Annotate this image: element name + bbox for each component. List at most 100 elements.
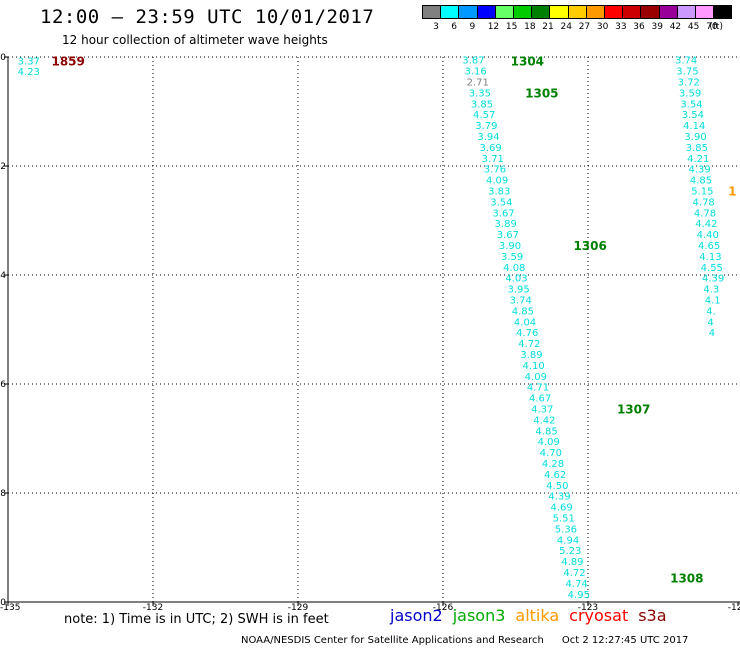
legend-label: 33 — [615, 22, 627, 32]
x-tick-label: -135 — [0, 603, 20, 613]
legend-swatch — [713, 5, 733, 19]
wave-height-value: 3.89 — [495, 219, 517, 230]
map-subtitle: 12 hour collection of altimeter wave hei… — [62, 33, 328, 47]
wave-height-value: 3.87 — [462, 56, 484, 67]
wave-height-value: 4.09 — [486, 176, 508, 187]
units-note: note: 1) Time is in UTC; 2) SWH is in fe… — [64, 612, 329, 627]
wave-height-value: 3.71 — [482, 154, 504, 165]
legend-label: 39 — [651, 22, 663, 32]
wave-height-value: 3.74 — [675, 56, 697, 67]
y-tick-label: 0 — [0, 53, 6, 63]
map-title: 12:00 – 23:59 UTC 10/01/2017 — [40, 6, 375, 28]
wave-height-value: 4.21 — [687, 154, 709, 165]
legend-label: 27 — [578, 22, 591, 32]
legend-label: 24 — [560, 22, 572, 32]
wave-height-value: 4.13 — [699, 252, 721, 263]
wave-height-value: 3.59 — [501, 252, 523, 263]
wave-height-value: 3.72 — [678, 78, 700, 89]
pass-time-label: 1859 — [51, 54, 84, 68]
legend-unit: (ft) — [709, 22, 723, 32]
wave-height-value: 4.39 — [702, 274, 724, 285]
wave-height-value: 4.39 — [688, 165, 710, 176]
legend-label: 12 — [487, 22, 500, 32]
wave-height-value: 4.14 — [683, 121, 705, 132]
wave-height-value: 4.94 — [557, 535, 579, 546]
credit-line: NOAA/NESDIS Center for Satellite Applica… — [241, 635, 688, 646]
legend-label: 70 — [706, 22, 718, 32]
wave-height-value: 4.23 — [18, 67, 40, 78]
wave-height-value: 4.3 — [703, 285, 719, 296]
wave-height-value: 4.50 — [546, 481, 568, 492]
wave-height-value: 3.16 — [464, 67, 486, 78]
wave-height-value: 4.78 — [693, 197, 715, 208]
wave-height-value: 4.65 — [698, 241, 720, 252]
wave-height-value: 4.95 — [568, 590, 590, 601]
pass-time-label: 1 — [728, 185, 736, 199]
wave-height-value: 4.72 — [518, 339, 540, 350]
x-tick-label: -126 — [433, 603, 454, 613]
wave-height-value: 3.54 — [490, 197, 512, 208]
wave-height-value: 3.90 — [499, 241, 521, 252]
wave-height-value: 5.36 — [555, 524, 577, 535]
wave-height-value: 4.69 — [550, 503, 572, 514]
credit-text: NOAA/NESDIS Center for Satellite Applica… — [241, 635, 544, 646]
wave-height-value: 4.89 — [561, 557, 583, 568]
time-labels-layer: 1859 1304 1305 1306 1307 1308 1 — [51, 54, 736, 585]
wave-height-value: 4.67 — [529, 394, 551, 405]
pass-time-label: 1307 — [617, 403, 650, 417]
wave-height-value: 4.71 — [527, 383, 549, 394]
wave-height-value: 4.42 — [695, 219, 717, 230]
wave-height-value: 2.71 — [467, 78, 489, 89]
y-tick-label: -4 — [0, 271, 6, 281]
timestamp: Oct 2 12:27:45 UTC 2017 — [561, 635, 689, 646]
wave-height-value: 4.39 — [548, 492, 570, 503]
wave-height-value: 4.70 — [540, 448, 562, 459]
y-tick-label: -2 — [0, 162, 6, 172]
wave-height-value: 3.59 — [679, 88, 701, 99]
wave-height-value: 4.08 — [503, 263, 525, 274]
satellite-cryosat: cryosat — [569, 606, 629, 625]
wave-height-value: 3.94 — [477, 132, 499, 143]
wave-height-value: 3.76 — [484, 165, 506, 176]
wave-height-value: 4.85 — [535, 426, 557, 437]
wave-height-value: 5.51 — [553, 514, 575, 525]
x-tick-label: -132 — [143, 603, 163, 613]
pass-time-label: 1305 — [525, 86, 558, 100]
wave-height-value: 3.74 — [510, 296, 532, 307]
wave-height-value: 4.55 — [701, 263, 723, 274]
legend-label: 6 — [451, 22, 458, 32]
axes-layer: 0 -2 -4 -6 -8 -10-135 -132 -129 -126 -123 -124 — [0, 53, 740, 613]
legend-label: 30 — [596, 22, 609, 32]
wave-height-value: 4.37 — [531, 405, 553, 416]
wave-height-value: 3.95 — [507, 285, 529, 296]
legend-label: 36 — [633, 22, 645, 32]
wave-height-value: 4.1 — [705, 296, 721, 307]
wave-height-value: 3.67 — [497, 230, 519, 241]
wave-height-value: 4.09 — [525, 372, 547, 383]
wave-height-value: 4.74 — [566, 579, 588, 590]
wave-height-value: 3.69 — [480, 143, 502, 154]
satellite-jason2: jason2 — [390, 606, 443, 625]
wave-height-value: 4. — [706, 306, 716, 317]
wave-height-value: 3.85 — [686, 143, 708, 154]
wave-height-value: 4.85 — [690, 176, 712, 187]
wave-height-value: 4.03 — [505, 274, 527, 285]
satellite-legend: jason2 jason3 altika cryosat s3a — [390, 606, 677, 625]
wave-height-value: 3.89 — [520, 350, 542, 361]
wave-height-value: 4.09 — [538, 437, 560, 448]
wave-height-value: 3.37 — [18, 56, 40, 67]
wave-height-value: 3.79 — [475, 121, 497, 132]
wave-height-value: 3.54 — [680, 99, 702, 110]
tracks-layer: 3.374.233.873.162.713.353.854.573.793.94… — [18, 56, 725, 601]
wave-height-value: 4.76 — [516, 328, 538, 339]
legend-label: 42 — [669, 22, 682, 32]
wave-height-value: 4.40 — [697, 230, 719, 241]
wave-height-value: 3.90 — [684, 132, 706, 143]
wave-height-value: 3.75 — [676, 67, 698, 78]
wave-height-value: 5.23 — [559, 546, 581, 557]
pass-time-label: 1304 — [511, 54, 544, 68]
wave-height-value: 3.67 — [492, 208, 514, 219]
satellite-altika: altika — [515, 606, 560, 625]
wave-height-value: 4.62 — [544, 470, 566, 481]
